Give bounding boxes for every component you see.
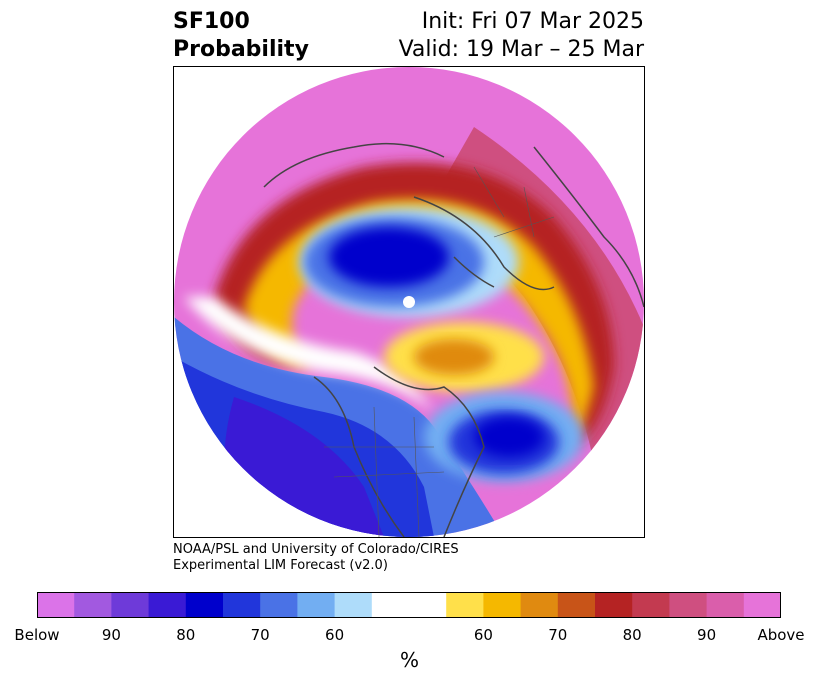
north-pole-marker bbox=[403, 296, 415, 308]
colorbar-swatch bbox=[223, 592, 261, 618]
colorbar-swatch bbox=[409, 592, 447, 618]
plot-title-right: Init: Fri 07 Mar 2025 Valid: 19 Mar – 25… bbox=[380, 8, 644, 64]
colorbar-swatch bbox=[743, 592, 781, 618]
credit-line-1: NOAA/PSL and University of Colorado/CIRE… bbox=[173, 542, 459, 557]
colorbar-tick-label: 60 bbox=[473, 626, 493, 644]
colorbar-swatch bbox=[595, 592, 633, 618]
plot-title-left: SF100 Probability bbox=[173, 8, 309, 64]
credit-line-2: Experimental LIM Forecast (v2.0) bbox=[173, 558, 388, 573]
colorbar-swatch bbox=[520, 592, 559, 618]
colorbar-swatch bbox=[334, 592, 373, 618]
colorbar-tick-label: 90 bbox=[697, 626, 717, 644]
colorbar-swatch bbox=[669, 592, 708, 618]
polar-map bbox=[174, 67, 644, 537]
init-date: Init: Fri 07 Mar 2025 bbox=[421, 9, 644, 34]
valid-range: Valid: 19 Mar – 25 Mar bbox=[398, 37, 644, 62]
variable-type: Probability bbox=[173, 37, 309, 62]
colorbar-swatch bbox=[706, 592, 745, 618]
colorbar-swatch bbox=[371, 592, 410, 618]
credit-text: NOAA/PSL and University of Colorado/CIRE… bbox=[173, 542, 459, 574]
colorbar-swatch bbox=[483, 592, 522, 618]
colorbar-swatch bbox=[37, 592, 75, 618]
colorbar-unit: % bbox=[399, 648, 419, 672]
colorbar-border bbox=[37, 592, 781, 618]
variable-name: SF100 bbox=[173, 9, 250, 34]
colorbar-swatch bbox=[148, 592, 187, 618]
colorbar-swatch bbox=[74, 592, 112, 618]
colorbar-tick-label: Above bbox=[757, 626, 805, 644]
colorbar-tick-label: 90 bbox=[101, 626, 121, 644]
colorbar-tick-label: 70 bbox=[250, 626, 270, 644]
colorbar-swatch bbox=[632, 592, 670, 618]
colorbar-ticks: Below 90 80 70 60 60 70 80 90 Above bbox=[0, 626, 819, 646]
colorbar-swatch bbox=[557, 592, 596, 618]
colorbar-swatch bbox=[185, 592, 224, 618]
boundary-overlay bbox=[324, 166, 555, 537]
colorbar-tick-label: 80 bbox=[176, 626, 196, 644]
colorbar-swatch bbox=[446, 592, 484, 618]
colorbar-tick-label: 70 bbox=[548, 626, 568, 644]
colorbar-tick-label: Below bbox=[14, 626, 60, 644]
colorbar-swatch bbox=[297, 592, 336, 618]
colorbar-swatch bbox=[260, 592, 298, 618]
probability-field bbox=[174, 67, 644, 537]
colorbar bbox=[37, 592, 781, 618]
colorbar-tick-label: 80 bbox=[622, 626, 642, 644]
colorbar-tick-label: 60 bbox=[325, 626, 345, 644]
colorbar-swatch bbox=[111, 592, 150, 618]
map-panel bbox=[173, 66, 645, 538]
